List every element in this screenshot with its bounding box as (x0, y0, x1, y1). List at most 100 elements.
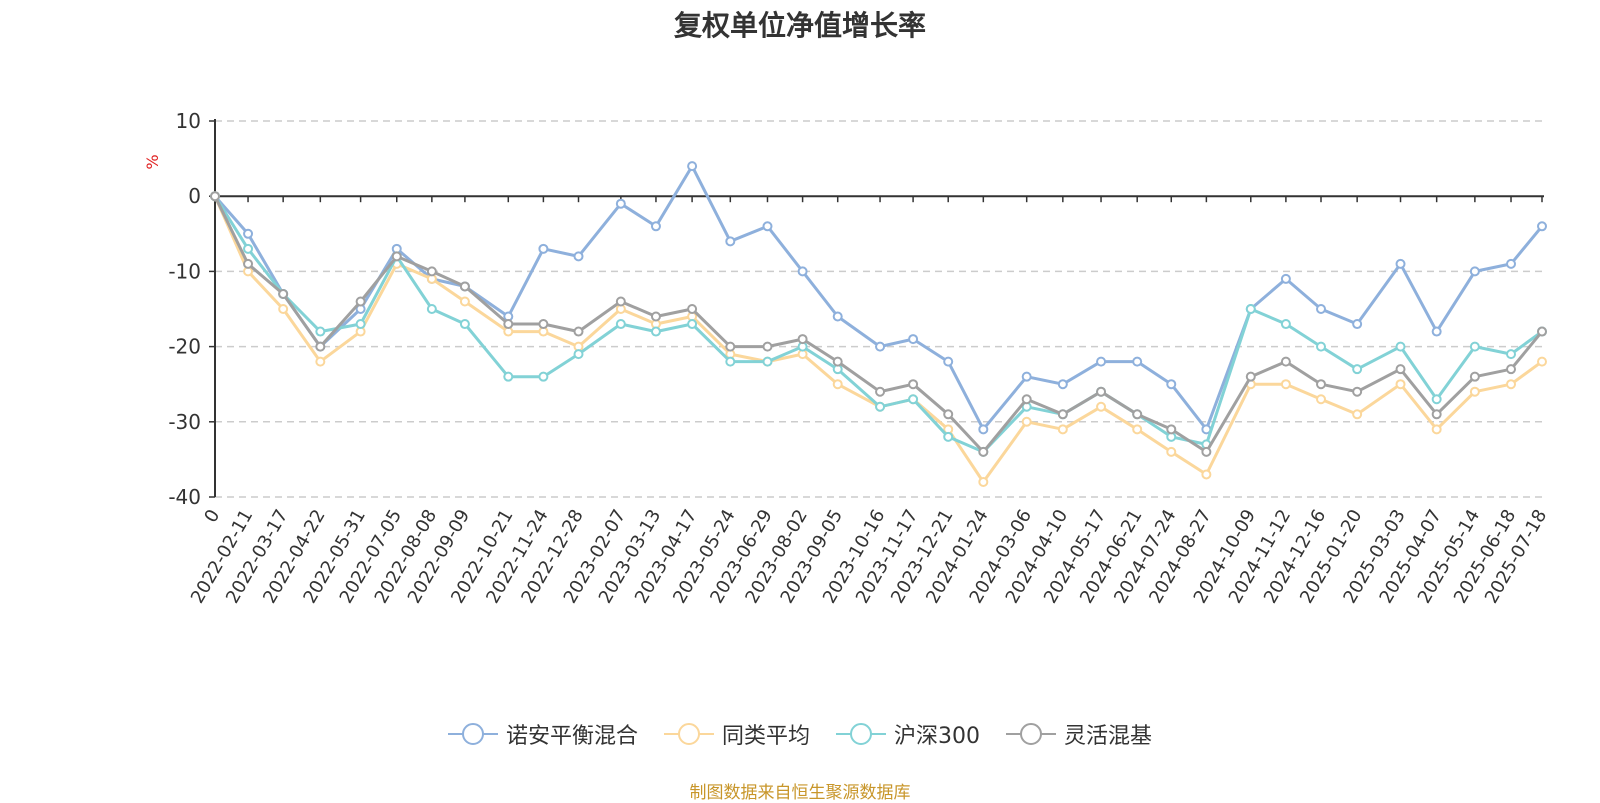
y-tick-label: -20 (168, 335, 201, 359)
data-point (1280, 319, 1291, 330)
data-point (1506, 349, 1517, 360)
data-point (1352, 319, 1363, 330)
x-tick-label: 0 (200, 506, 224, 526)
data-point (459, 281, 470, 292)
legend-item[interactable]: 沪深300 (836, 718, 980, 750)
data-point (1201, 469, 1212, 480)
data-point (538, 371, 549, 382)
data-point (426, 304, 437, 314)
data-point (1395, 364, 1406, 375)
data-point (538, 319, 549, 330)
data-point (797, 334, 808, 345)
legend-item[interactable]: 同类平均 (663, 718, 810, 750)
data-point (1352, 386, 1363, 397)
data-point (1352, 364, 1363, 375)
data-point (459, 319, 470, 330)
data-point (1021, 394, 1032, 405)
data-point (1469, 386, 1480, 397)
legend-marker-icon (447, 723, 498, 745)
data-point (1096, 386, 1107, 397)
data-point (908, 334, 919, 345)
data-point (1395, 258, 1406, 269)
data-point (875, 401, 886, 412)
data-point (315, 326, 326, 337)
data-point (278, 304, 289, 314)
data-point (1280, 356, 1291, 367)
data-point (943, 356, 954, 367)
data-point (1431, 394, 1442, 405)
data-point (908, 379, 919, 390)
data-point (687, 161, 698, 172)
data-point (1021, 371, 1032, 382)
legend-label: 诺安平衡混合 (505, 724, 638, 749)
legend-item[interactable]: 诺安平衡混合 (447, 718, 638, 750)
data-point (1469, 266, 1480, 277)
data-point (908, 394, 919, 405)
data-point (762, 221, 773, 232)
legend-label: 沪深300 (894, 724, 980, 749)
data-point (797, 266, 808, 277)
data-point (762, 356, 773, 367)
series-line (213, 195, 1544, 454)
data-point (315, 356, 326, 367)
data-point (1537, 221, 1547, 232)
data-point (978, 476, 989, 487)
series-lines (210, 161, 1547, 487)
data-point (615, 198, 626, 209)
data-point (459, 296, 470, 307)
data-point (725, 356, 736, 367)
data-point (1316, 379, 1327, 390)
data-point (538, 243, 549, 254)
data-point (426, 266, 437, 277)
data-point (978, 424, 989, 435)
data-point (1316, 304, 1327, 314)
data-point (1431, 424, 1442, 435)
data-point (1057, 409, 1068, 420)
data-point (687, 304, 698, 314)
legend-label: 灵活混基 (1064, 724, 1153, 749)
data-point (832, 311, 843, 322)
data-point (1096, 401, 1107, 412)
data-point (278, 288, 289, 299)
data-point (1469, 341, 1480, 352)
data-point (1537, 356, 1547, 367)
data-point (1096, 356, 1107, 367)
y-tick-label: -10 (168, 259, 201, 283)
legend-label: 同类平均 (721, 724, 810, 749)
data-point (1316, 394, 1327, 405)
data-point (1506, 258, 1517, 269)
data-point (1132, 409, 1143, 420)
data-point (243, 258, 254, 269)
data-point (355, 296, 366, 307)
data-point (1280, 379, 1291, 390)
data-point (355, 319, 366, 330)
data-point (650, 311, 661, 322)
data-point (725, 236, 736, 247)
data-point (243, 243, 254, 254)
chart-title: 复权单位净值增长率 (673, 9, 926, 42)
data-point (1395, 379, 1406, 390)
data-point (978, 446, 989, 457)
data-point (315, 341, 326, 352)
data-point (1506, 379, 1517, 390)
data-point (1057, 379, 1068, 390)
series-line (213, 195, 1543, 484)
data-point (1021, 416, 1032, 427)
y-tick-label: -40 (168, 485, 201, 509)
data-point (1316, 341, 1327, 352)
legend-marker-icon (663, 723, 714, 745)
data-point (1132, 424, 1143, 435)
data-point (762, 341, 773, 352)
data-point (1057, 424, 1068, 435)
data-point (1166, 379, 1177, 390)
data-point (875, 386, 886, 397)
data-point (615, 296, 626, 307)
source-note: 制图数据来自恒生聚源数据库 (689, 783, 911, 803)
data-point (1280, 273, 1291, 284)
data-point (391, 251, 402, 262)
y-tick-label: -30 (168, 410, 201, 434)
y-tick-label: 0 (188, 184, 201, 208)
data-point (1506, 364, 1517, 375)
legend-item[interactable]: 灵活混基 (1006, 718, 1152, 750)
